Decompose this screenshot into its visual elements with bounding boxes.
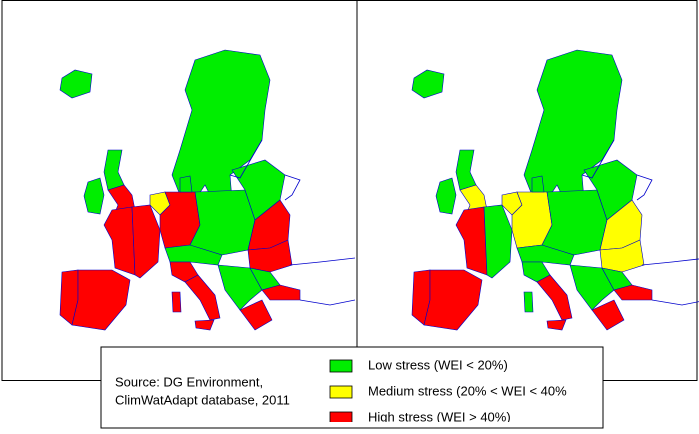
map-region [591, 299, 625, 331]
map-region [613, 284, 653, 301]
map-region [423, 269, 483, 331]
coastline [229, 139, 263, 179]
map-region [546, 319, 567, 331]
map-region [523, 291, 534, 313]
map-region [71, 269, 131, 331]
coastline [636, 174, 653, 201]
legend-swatch [329, 359, 353, 373]
map-region [411, 69, 445, 99]
map-region [239, 299, 273, 331]
legend-swatch [329, 411, 353, 422]
map-region [261, 284, 301, 301]
map-region [194, 319, 215, 331]
coastline [581, 139, 615, 179]
source-text: ClimWatAdapt database, 2011 [115, 392, 290, 407]
map-region [59, 69, 93, 99]
coastline [299, 299, 356, 306]
legend: Source: DG Environment, ClimWatAdapt dat… [100, 346, 604, 429]
map-region [435, 177, 457, 215]
legend-swatch [329, 385, 353, 399]
map-region [531, 175, 545, 193]
legend-label: Medium stress (20% < WEI < 40% [368, 383, 567, 398]
legend-label: Low stress (WEI < 20%) [368, 357, 508, 372]
map-current [59, 49, 356, 331]
legend-items: Low stress (WEI < 20%) Medium stress (20%… [329, 357, 567, 424]
right-map-frame [356, 0, 698, 381]
map-region [179, 175, 193, 193]
coastline [284, 174, 301, 201]
source-text: Source: DG Environment, [115, 374, 263, 389]
coastline [641, 258, 699, 266]
map-region [189, 189, 256, 256]
coastline [289, 257, 356, 266]
map-scenario [411, 49, 699, 331]
map-region [171, 291, 182, 313]
map-region [541, 189, 608, 256]
legend-label: High stress (WEI > 40%) [368, 409, 511, 424]
map-region [83, 177, 105, 215]
